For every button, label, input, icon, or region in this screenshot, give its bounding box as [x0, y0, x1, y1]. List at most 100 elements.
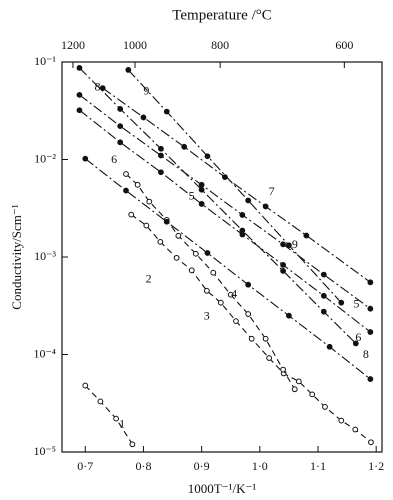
- data-point: [97, 398, 104, 405]
- data-point: [248, 335, 255, 342]
- data-point: [204, 250, 211, 256]
- data-point: [163, 218, 170, 225]
- x-tick-label: 0·9: [194, 459, 210, 473]
- data-point: [129, 441, 136, 448]
- data-point: [113, 415, 120, 422]
- series-line: [130, 214, 372, 443]
- data-point: [245, 311, 252, 317]
- plot-frame: [61, 61, 383, 453]
- x2-tick-label: 1000: [123, 38, 147, 52]
- data-point: [262, 335, 269, 342]
- data-point: [295, 378, 302, 385]
- data-point: [239, 227, 246, 234]
- y-axis-title: Conductivity/Scm⁻¹: [9, 204, 24, 309]
- data-point: [233, 318, 239, 325]
- data-point: [140, 114, 147, 121]
- data-point: [286, 312, 292, 319]
- data-point: [82, 155, 89, 162]
- data-point: [76, 91, 83, 98]
- y-tick-label: 10⁻¹: [34, 54, 56, 68]
- data-point: [123, 171, 129, 177]
- data-point: [146, 198, 153, 205]
- series-label: 3: [204, 309, 210, 323]
- data-point: [163, 108, 170, 115]
- x-axis-title: 1000T⁻¹/K⁻¹: [188, 481, 257, 496]
- series-label: 4: [231, 286, 237, 300]
- data-point: [210, 269, 217, 276]
- data-point: [286, 242, 292, 249]
- data-point: [291, 386, 298, 393]
- x-tick-label: 1·1: [310, 459, 326, 473]
- series-label: 8: [94, 80, 100, 94]
- data-point: [158, 169, 164, 176]
- y-tick-label: 10⁻⁴: [33, 346, 56, 360]
- series-line: [84, 385, 133, 445]
- data-point: [227, 291, 234, 298]
- data-point: [245, 197, 252, 204]
- data-point: [117, 139, 124, 146]
- data-point: [173, 254, 180, 261]
- x-tick-label: 0·7: [77, 459, 93, 473]
- data-point: [204, 153, 211, 160]
- data-point: [192, 250, 199, 257]
- data-point: [280, 241, 286, 248]
- data-point: [239, 212, 246, 218]
- series-line: [79, 109, 371, 333]
- data-point: [309, 391, 316, 398]
- data-point: [322, 404, 328, 410]
- data-point: [352, 340, 359, 347]
- data-point: [143, 222, 150, 229]
- series-line: [79, 67, 357, 344]
- data-point: [262, 203, 269, 210]
- data-point: [280, 268, 286, 274]
- series-label: 8: [363, 347, 369, 361]
- data-point: [266, 355, 273, 361]
- series-line: [84, 158, 371, 380]
- x2-tick-label: 800: [211, 38, 229, 52]
- y-tick-label: 10⁻²: [34, 151, 56, 165]
- data-point: [320, 308, 327, 315]
- data-point: [99, 85, 106, 91]
- data-point: [157, 238, 164, 245]
- x-tick-label: 0·8: [135, 459, 151, 473]
- data-point: [198, 181, 205, 188]
- data-point: [82, 382, 89, 389]
- data-point: [125, 66, 132, 73]
- data-point: [117, 123, 124, 130]
- data-point: [158, 145, 164, 152]
- series-label: 9: [143, 84, 149, 98]
- data-point: [181, 143, 188, 150]
- y-tick-label: 10⁻³: [34, 249, 56, 263]
- data-point: [198, 186, 205, 193]
- series-label: 5: [353, 296, 359, 310]
- series-line: [127, 69, 342, 304]
- series-line: [79, 94, 371, 310]
- data-point: [175, 232, 182, 239]
- x2-tick-label: 600: [335, 38, 353, 52]
- data-point: [76, 107, 83, 114]
- data-point: [368, 439, 374, 446]
- series-line: [125, 173, 296, 390]
- data-point: [367, 305, 374, 312]
- series-label: 1: [119, 416, 125, 430]
- data-point: [188, 267, 195, 274]
- data-point: [320, 292, 327, 299]
- data-point: [303, 232, 310, 239]
- x-tick-label: 1·2: [368, 459, 384, 473]
- data-point: [367, 279, 374, 286]
- y-tick-label: 10⁻⁵: [33, 444, 56, 458]
- series-label: 7: [269, 184, 275, 198]
- data-point: [128, 211, 135, 218]
- data-point: [352, 426, 359, 433]
- data-point: [158, 152, 164, 159]
- series-label: 2: [146, 272, 152, 286]
- data-point: [123, 187, 129, 194]
- data-point: [203, 287, 210, 294]
- data-point: [134, 181, 141, 188]
- data-point: [245, 281, 252, 288]
- series-label: 9: [292, 237, 298, 251]
- series-label: 6: [111, 152, 117, 166]
- x2-tick-label: 1200: [61, 38, 85, 52]
